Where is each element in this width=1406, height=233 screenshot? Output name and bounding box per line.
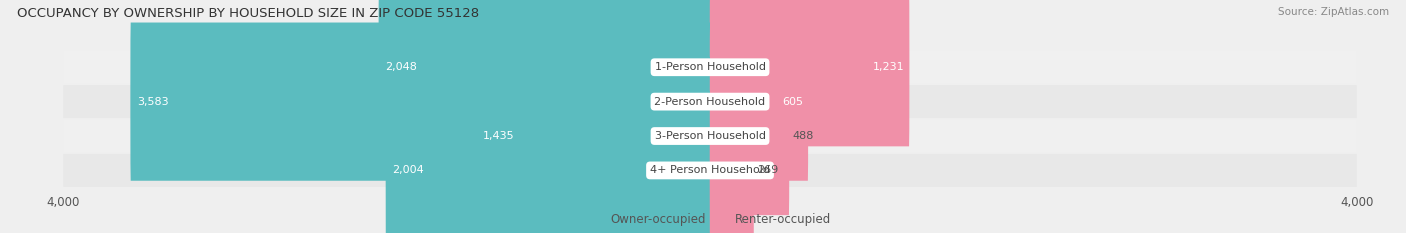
Text: 4+ Person Household: 4+ Person Household xyxy=(650,165,770,175)
FancyBboxPatch shape xyxy=(478,57,710,215)
Text: OCCUPANCY BY OWNERSHIP BY HOUSEHOLD SIZE IN ZIP CODE 55128: OCCUPANCY BY OWNERSHIP BY HOUSEHOLD SIZE… xyxy=(17,7,479,20)
Text: 1,231: 1,231 xyxy=(873,62,904,72)
Legend: Owner-occupied, Renter-occupied: Owner-occupied, Renter-occupied xyxy=(589,212,831,226)
FancyBboxPatch shape xyxy=(710,91,754,233)
FancyBboxPatch shape xyxy=(378,0,710,146)
FancyBboxPatch shape xyxy=(63,154,1357,187)
Text: 2,004: 2,004 xyxy=(392,165,425,175)
Text: 488: 488 xyxy=(792,131,814,141)
FancyBboxPatch shape xyxy=(63,51,1357,84)
Text: 2-Person Household: 2-Person Household xyxy=(654,97,766,107)
FancyBboxPatch shape xyxy=(710,23,808,181)
FancyBboxPatch shape xyxy=(710,57,789,215)
FancyBboxPatch shape xyxy=(63,120,1357,153)
Text: 269: 269 xyxy=(756,165,778,175)
Text: 2,048: 2,048 xyxy=(385,62,418,72)
Text: 1-Person Household: 1-Person Household xyxy=(655,62,765,72)
FancyBboxPatch shape xyxy=(131,23,710,181)
Text: 1,435: 1,435 xyxy=(482,131,515,141)
FancyBboxPatch shape xyxy=(710,0,910,146)
Text: Source: ZipAtlas.com: Source: ZipAtlas.com xyxy=(1278,7,1389,17)
FancyBboxPatch shape xyxy=(63,85,1357,118)
FancyBboxPatch shape xyxy=(385,91,710,233)
Text: 605: 605 xyxy=(782,97,803,107)
Text: 3,583: 3,583 xyxy=(138,97,169,107)
Text: 3-Person Household: 3-Person Household xyxy=(655,131,765,141)
